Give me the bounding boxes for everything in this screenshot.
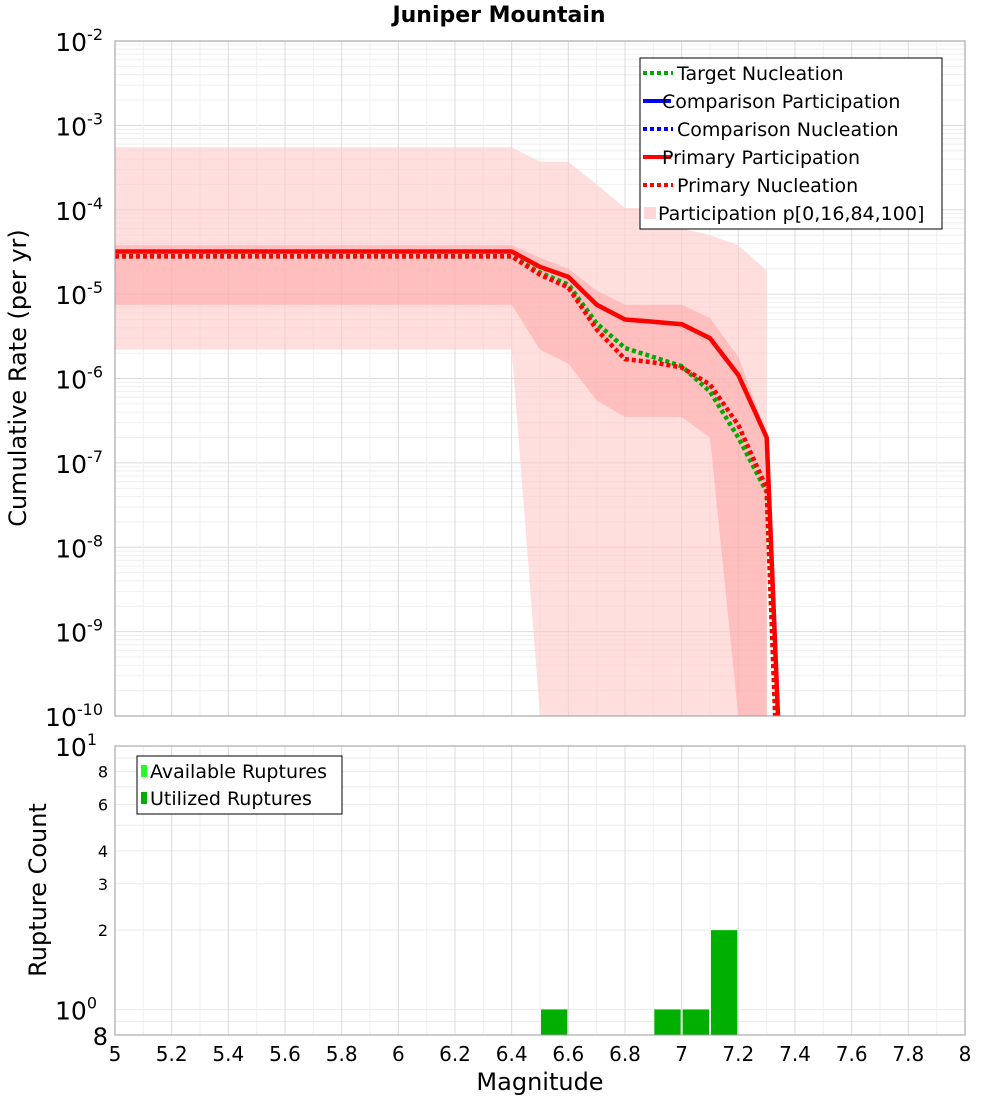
x-tick-label: 5.2 — [156, 1042, 188, 1066]
legend-utilized-label: Utilized Ruptures — [150, 788, 312, 810]
top-y-tick-label: 10-10 — [45, 700, 103, 732]
legend-primary-participation-label: Primary Participation — [662, 147, 860, 169]
bottom-plot-border — [114, 745, 966, 1036]
legend-primary-nucleation-label: Primary Nucleation — [677, 175, 858, 197]
x-tick-label: 5 — [109, 1042, 122, 1066]
x-tick-label: 7.2 — [722, 1042, 754, 1066]
top-y-tick-label: 10-3 — [55, 109, 103, 141]
rupture-bar — [541, 1009, 568, 1035]
top-y-axis-label: Cumulative Rate (per yr) — [4, 229, 32, 527]
x-tick-label: 6.4 — [496, 1042, 528, 1066]
top-y-tick-label: 10-7 — [55, 447, 103, 479]
chart-title: Juniper Mountain — [390, 3, 605, 28]
x-tick-label: 7.6 — [836, 1042, 868, 1066]
x-axis-label: Magnitude — [476, 1068, 603, 1096]
bottom-legend-box — [136, 755, 343, 815]
x-tick-label: 5.4 — [212, 1042, 244, 1066]
bottom-y-tick-label: 3 — [98, 875, 108, 894]
bottom-y-tick-label: 8 — [98, 763, 108, 782]
rupture-bar — [682, 1009, 709, 1035]
x-tick-label: 6.6 — [552, 1042, 584, 1066]
top-y-tick-label: 10-2 — [55, 25, 103, 57]
legend-available-label: Available Ruptures — [150, 761, 327, 783]
top-legend-box — [639, 57, 943, 230]
top-y-tick-label: 10-8 — [55, 531, 103, 563]
top-y-tick-label: 10-6 — [55, 363, 103, 395]
x-tick-label: 6.8 — [609, 1042, 641, 1066]
legend-comparison-participation-label: Comparison Participation — [662, 91, 900, 113]
top-y-tick-label: 10-4 — [55, 194, 103, 226]
bottom-y-tick-label: 8 — [93, 1023, 108, 1051]
primary-nucleation-line — [115, 254, 778, 717]
x-tick-label: 8 — [959, 1042, 972, 1066]
bottom-y-tick-label: 2 — [98, 921, 108, 940]
top-y-tick-label: 10-9 — [55, 616, 103, 648]
x-tick-label: 6.2 — [439, 1042, 471, 1066]
rupture-bar — [711, 930, 738, 1035]
bottom-y-tick-label: 6 — [98, 795, 108, 814]
bottom-y-tick-label: 101 — [55, 730, 97, 762]
legend-utilized-swatch — [141, 792, 147, 804]
legend-available-swatch — [141, 765, 147, 777]
participation-band-inner — [115, 245, 767, 716]
bottom-y-tick-label: 100 — [55, 993, 97, 1025]
x-tick-label: 5.8 — [326, 1042, 358, 1066]
x-tick-label: 7 — [675, 1042, 688, 1066]
x-tick-label: 5.6 — [269, 1042, 301, 1066]
legend-participation-band-swatch — [644, 207, 656, 219]
rupture-bar — [654, 1009, 681, 1035]
legend-target-nucleation-label: Target Nucleation — [676, 63, 844, 85]
x-tick-label: 7.8 — [892, 1042, 924, 1066]
top-y-tick-label: 10-5 — [55, 278, 103, 310]
bottom-y-tick-label: 4 — [98, 842, 108, 861]
bottom-y-axis-label: Rupture Count — [24, 803, 52, 977]
legend-comparison-nucleation-label: Comparison Nucleation — [677, 119, 899, 141]
top-plot-border — [114, 40, 966, 717]
x-tick-label: 6 — [392, 1042, 405, 1066]
legend-participation-band-label: Participation p[0,16,84,100] — [658, 203, 924, 225]
x-tick-label: 7.4 — [779, 1042, 811, 1066]
primary-participation-line — [115, 249, 781, 717]
